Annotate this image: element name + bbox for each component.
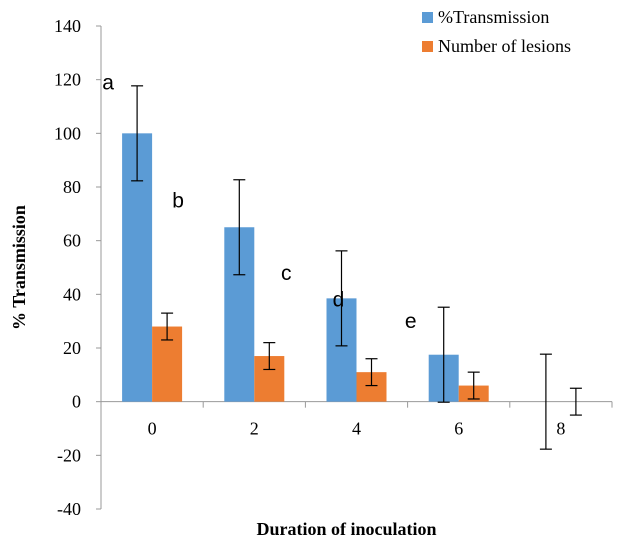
axes: -40 -20 0 20 40 60 80 100 120 140 0 2 4 6 8 <box>54 16 613 519</box>
error-bar-lesions-8 <box>569 387 582 416</box>
x-tick-label: 2 <box>250 419 259 439</box>
y-tick-label: -40 <box>57 499 81 519</box>
error-bar-transmission-2 <box>233 179 246 276</box>
y-tick-label: 140 <box>54 16 81 36</box>
annotations: a b c d e <box>102 71 416 333</box>
x-tick-label: 8 <box>556 419 565 439</box>
error-bar-lesions-4 <box>365 358 378 387</box>
y-tick-label: 60 <box>63 231 81 251</box>
error-bar-transmission-8 <box>539 353 552 450</box>
annotation-letter-b: b <box>172 189 184 212</box>
legend: %Transmission Number of lesions <box>422 7 571 56</box>
y-tick-label: 120 <box>54 70 81 90</box>
y-axis-title: % Transmission <box>9 205 29 330</box>
annotation-letter-d: d <box>333 289 345 312</box>
error-bars <box>131 85 582 450</box>
y-tick-label: 20 <box>63 338 81 358</box>
x-tick-label: 0 <box>148 419 157 439</box>
legend-item-transmission: %Transmission <box>422 7 549 27</box>
legend-label: Number of lesions <box>438 36 571 56</box>
annotation-letter-c: c <box>281 262 292 285</box>
x-tick-label: 6 <box>454 419 463 439</box>
annotation-letter-a: a <box>102 71 114 94</box>
legend-item-lesions: Number of lesions <box>422 36 571 56</box>
annotation-letter-e: e <box>405 310 417 333</box>
legend-swatch <box>422 41 433 52</box>
y-tick-label: -20 <box>57 445 81 465</box>
error-bar-transmission-6 <box>437 306 450 403</box>
error-bar-lesions-6 <box>467 371 480 400</box>
y-tick-label: 100 <box>54 123 81 143</box>
bars <box>122 133 489 402</box>
error-bar-transmission-4 <box>335 250 348 347</box>
error-bar-lesions-2 <box>263 342 276 371</box>
y-tick-label: 40 <box>63 284 81 304</box>
y-tick-label: 80 <box>63 177 81 197</box>
error-bar-lesions-0 <box>161 312 174 341</box>
legend-label: %Transmission <box>438 7 549 27</box>
legend-swatch <box>422 12 433 23</box>
x-tick-label: 4 <box>352 419 361 439</box>
error-bar-transmission-0 <box>131 85 144 182</box>
x-axis-title: Duration of inoculation <box>256 519 436 538</box>
y-tick-label: 0 <box>72 392 81 412</box>
